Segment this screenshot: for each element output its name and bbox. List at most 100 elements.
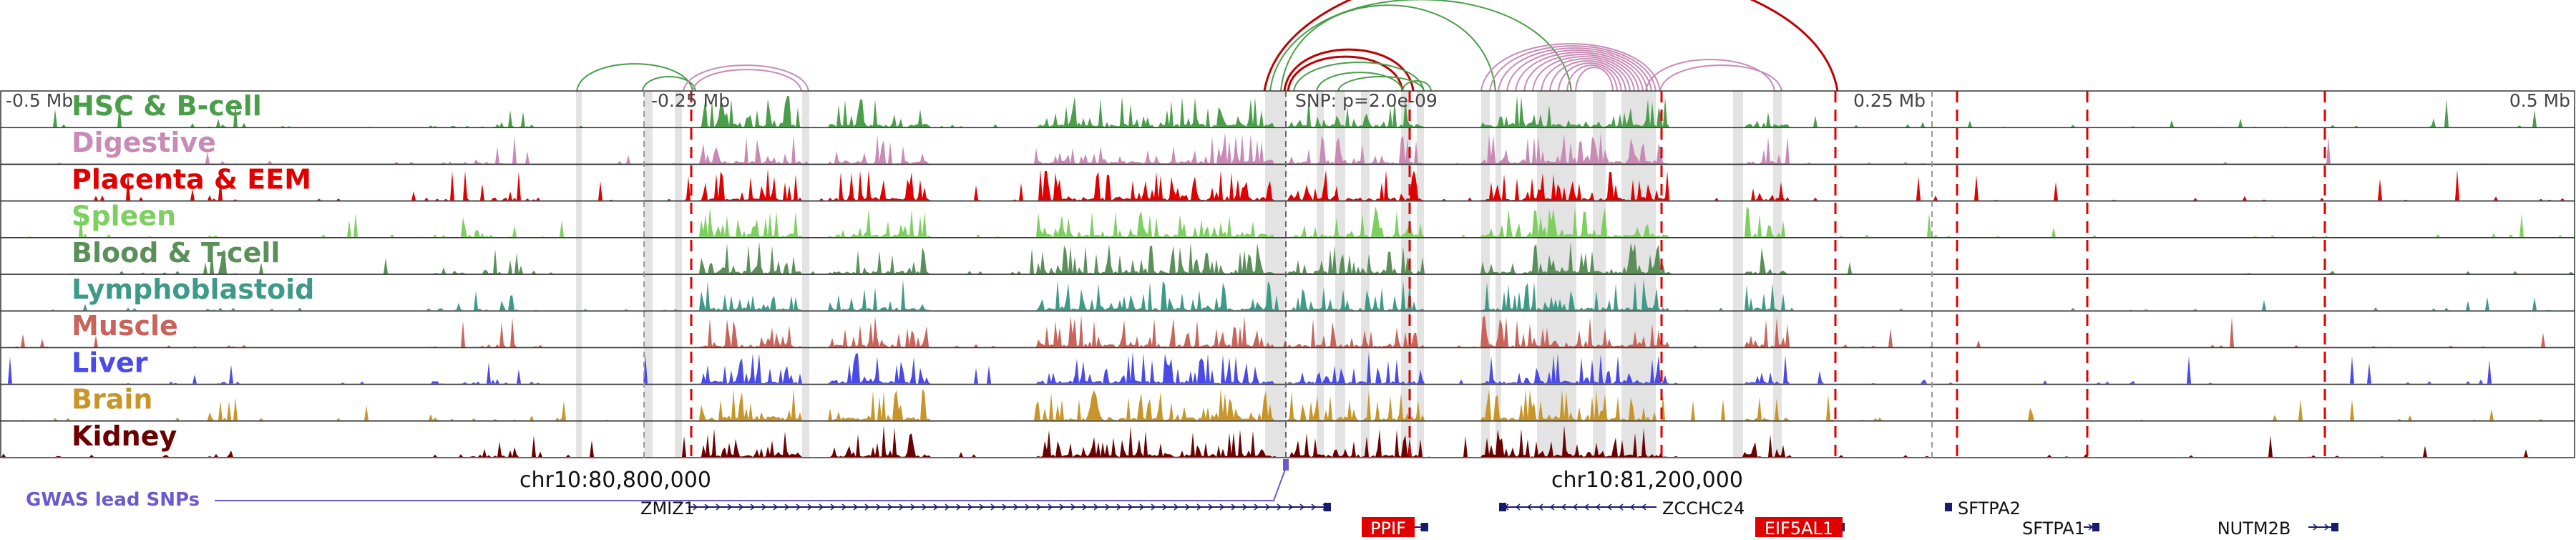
strand-arrow [784,503,790,511]
gwas-label: GWAS lead SNPs [26,489,200,511]
signal-area [0,132,2573,164]
strand-arrow [1013,503,1019,511]
chromatin-loop [1659,64,1782,92]
strand-arrow [1070,503,1076,511]
gene-name: ZMIZ1 [640,498,695,519]
strand-arrow [1162,503,1168,511]
strand-arrow [1288,503,1294,511]
strand-arrow [1093,503,1099,511]
chromatin-loop [1269,0,1572,92]
coordinate-label: chr10:80,800,000 [519,468,711,493]
strand-arrow [1526,503,1532,511]
strand-arrow [841,503,847,511]
gene-4: EIF5AL1 [1755,517,1845,539]
track-label: Brain [72,384,152,415]
chromatin-loop [1280,4,1496,92]
strand-arrow [1219,503,1225,511]
strand-arrow [990,503,996,511]
chromatin-loop [1337,76,1425,92]
chromatin-loop [1515,52,1644,92]
strand-arrow [1128,503,1133,511]
chromatin-loop [1489,45,1657,92]
strand-arrow [1584,503,1589,511]
gene-1: ZCCHC24 [1499,498,1745,519]
track-label: Digestive [72,127,216,158]
strand-arrow [704,503,710,511]
gwas-lead-snps: GWAS lead SNPs [26,459,1289,511]
gene-exon [1945,503,1952,511]
chromatin-loop [1506,49,1648,92]
strand-arrow [750,503,756,511]
strand-arrow [2324,524,2330,531]
strand-arrow [1311,503,1317,511]
strand-arrow [1082,503,1088,511]
track-8: Brain [0,383,2575,422]
strand-arrow [933,503,939,511]
strand-arrow [1196,503,1202,511]
chromatin-loop [1566,64,1618,92]
signal-area [0,206,2573,237]
strand-arrow [738,503,744,511]
track-label: Blood & T-cell [72,237,280,269]
gene-highlight-box [1755,517,1843,539]
signal-tracks: HSC & B-cell Digestive Placenta & EEM Splee… [0,90,2575,458]
strand-arrow [693,503,698,511]
gene-highlight-box [1362,517,1415,539]
chromatin-loop [1263,0,1839,92]
chromatin-loop [1532,56,1635,92]
track-2: Placenta & EEM [0,163,2575,202]
strand-arrow [1641,503,1646,511]
gene-exon [1324,503,1331,511]
chromatin-loop [1283,48,1415,92]
track-label: Liver [72,347,148,378]
strand-arrow [1549,503,1555,511]
chromatin-loop [683,64,809,92]
strand-arrow [796,503,801,511]
chromatin-loop [692,69,802,92]
chromatin-loop [1293,62,1425,92]
chromatin-loop [1558,62,1622,92]
strand-arrow [887,503,893,511]
gene-name: PPIF [1370,519,1406,537]
strand-arrow [1242,503,1248,511]
gene-name: ZCCHC24 [1662,498,1745,519]
strand-arrow [1515,503,1521,511]
strand-arrow [1618,503,1624,511]
chromatin-loop [576,63,693,92]
strand-arrow [1265,503,1271,511]
track-frame [0,420,2575,458]
chromatin-loop [1402,80,1432,92]
chromatin-loop [1287,55,1404,92]
strand-arrow [1116,503,1122,511]
gwas-snp-marker [1283,459,1289,471]
strand-arrow [1185,503,1191,511]
gene-3: PPIF [1362,517,1428,539]
coordinate-label: chr10:81,200,000 [1551,468,1743,493]
strand-arrow [761,503,767,511]
axis-tick-label: -0.25 Mb [651,90,730,111]
strand-arrow [922,503,927,511]
strand-arrow [1025,503,1030,511]
position-axis: -0.5 Mb -0.25 Mb SNP: p=2.0e-09 0.25 Mb 0.5 … [6,90,2570,493]
strand-arrow [716,503,721,511]
gene-exon [2331,523,2338,531]
strand-arrow [1036,503,1042,511]
gwas-connector [215,467,1287,501]
strand-arrow [1174,503,1179,511]
gene-exon [1499,503,1506,511]
chromatin-loop [1316,72,1403,92]
strand-arrow [1595,503,1601,511]
strand-arrow [773,503,779,511]
gene-exon [2092,523,2099,531]
strand-arrow [956,503,962,511]
strand-arrow [979,503,985,511]
chromatin-loop [1575,67,1614,92]
axis-tick-label: 0.25 Mb [1853,90,1926,111]
strand-arrow [853,503,859,511]
strand-arrow [807,503,813,511]
track-label: Kidney [72,420,177,452]
strand-arrow [819,503,824,511]
track-frame [0,383,2575,422]
